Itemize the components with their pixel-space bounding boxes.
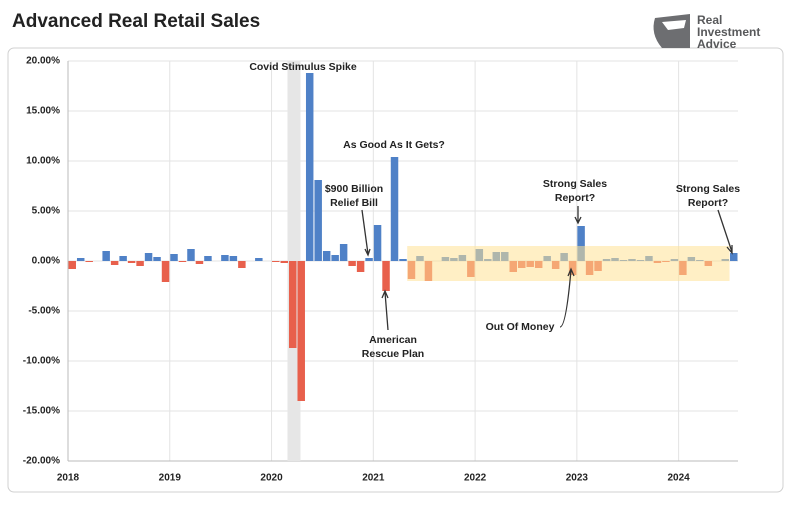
bar <box>229 256 238 261</box>
annotation: Rescue Plan <box>362 348 424 360</box>
chart-frame <box>7 47 784 493</box>
bar <box>390 157 399 261</box>
bar <box>382 261 390 291</box>
annotation: Strong Sales <box>543 178 607 190</box>
bar <box>339 244 348 261</box>
bar <box>314 180 322 261</box>
bar <box>144 253 153 261</box>
logo-icon <box>653 14 690 48</box>
y-tick-label: -5.00% <box>28 306 60 317</box>
bar <box>161 261 170 282</box>
x-tick-label: 2023 <box>566 473 589 484</box>
y-tick-label: -10.00% <box>23 356 60 367</box>
bar <box>110 261 119 265</box>
y-tick-label: -15.00% <box>23 406 60 417</box>
annotation: Relief Bill <box>330 197 378 209</box>
bar <box>153 257 161 261</box>
annotation: Out Of Money <box>486 321 555 333</box>
bar <box>322 251 331 261</box>
logo-text: Advice <box>697 37 737 51</box>
y-tick-label: 5.00% <box>32 206 60 217</box>
bar <box>204 256 212 261</box>
bar <box>85 261 93 262</box>
bar <box>365 258 373 261</box>
annotation-arrow <box>381 289 389 331</box>
annotation-arrow <box>361 209 371 257</box>
bar <box>119 256 127 261</box>
x-tick-label: 2020 <box>260 473 283 484</box>
bar <box>272 261 280 262</box>
bar <box>136 261 144 266</box>
bar <box>178 261 187 262</box>
logo-text: Real <box>697 13 722 27</box>
bar <box>730 253 738 261</box>
bar <box>305 73 314 261</box>
x-tick-label: 2018 <box>57 473 80 484</box>
annotation: Report? <box>555 192 595 204</box>
chart-title: Advanced Real Retail Sales <box>12 11 260 32</box>
bar <box>102 251 110 261</box>
annotation: Covid Stimulus Spike <box>249 61 357 73</box>
bar <box>356 261 365 272</box>
annotation-arrow <box>574 206 582 225</box>
bar <box>373 225 382 261</box>
annotation: American <box>369 334 417 346</box>
plot-area: -20.00% -15.00% -10.00% -5.00% 0.00% 5.00% 10.… <box>23 56 741 484</box>
y-tick-label: 10.00% <box>26 156 60 167</box>
y-tick-label: 20.00% <box>26 56 60 67</box>
bar <box>399 259 407 261</box>
bar <box>68 261 76 269</box>
annotation-arrow <box>559 267 575 328</box>
bar <box>348 261 356 266</box>
bar <box>238 261 246 268</box>
annotation: $900 Billion <box>325 183 383 195</box>
bar <box>170 254 178 261</box>
y-tick-label: -20.00% <box>23 456 60 467</box>
x-tick-label: 2019 <box>159 473 182 484</box>
y-tick-label: 15.00% <box>26 106 60 117</box>
bar <box>280 261 289 263</box>
annotation: Strong Sales <box>676 183 740 195</box>
x-tick-label: 2022 <box>464 473 487 484</box>
x-tick-label: 2021 <box>362 473 385 484</box>
bar <box>221 255 229 261</box>
bar <box>297 261 305 401</box>
bar <box>187 249 195 261</box>
x-tick-label: 2024 <box>668 473 691 484</box>
logo-text: Investment <box>697 25 760 39</box>
y-tick-label: 0.00% <box>32 256 60 267</box>
annotation: As Good As It Gets? <box>343 139 445 151</box>
bar <box>255 258 263 261</box>
bar <box>195 261 204 264</box>
annotation: Report? <box>688 197 728 209</box>
bar <box>289 261 297 348</box>
bar <box>127 261 136 263</box>
bar <box>76 258 85 261</box>
logo: Real Investment Advice <box>653 13 760 51</box>
bar <box>577 226 585 261</box>
bar <box>331 255 339 261</box>
logo-icon-detail <box>662 20 686 30</box>
annotation-arrow <box>717 209 733 255</box>
